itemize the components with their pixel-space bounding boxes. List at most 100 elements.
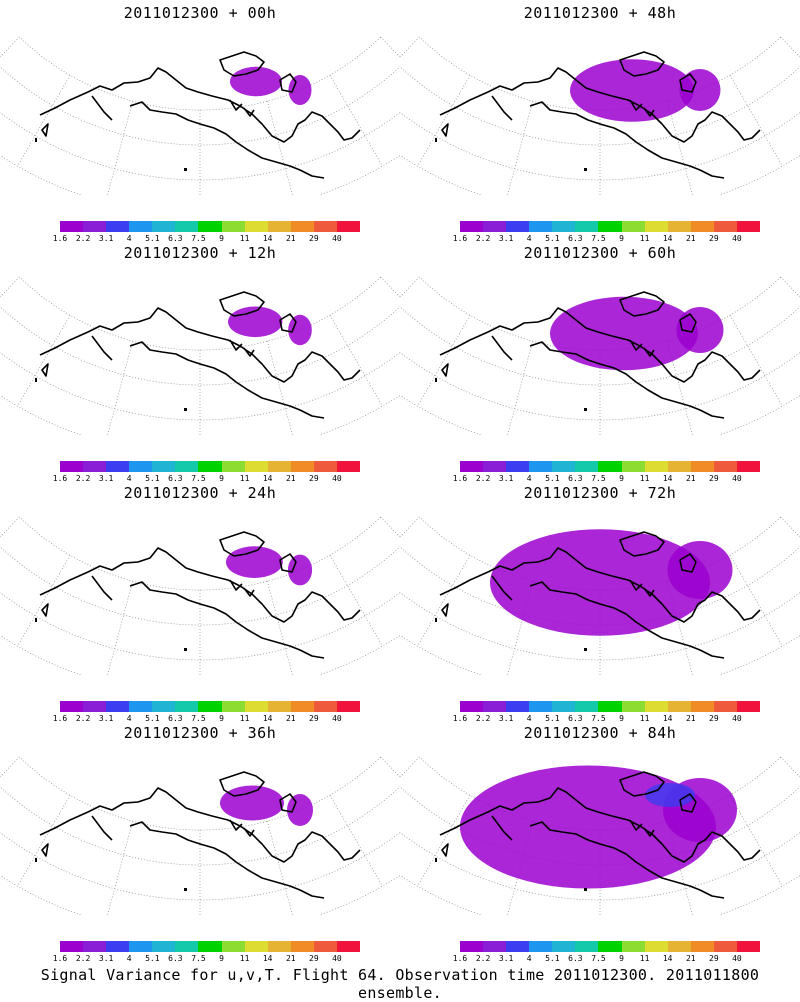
colorbar-label: 29 bbox=[709, 474, 719, 483]
latitude-gridline bbox=[0, 351, 400, 421]
colorbar-swatch bbox=[460, 941, 484, 952]
coastline bbox=[439, 531, 761, 659]
variance-region bbox=[287, 794, 313, 826]
latitude-gridline bbox=[19, 36, 381, 111]
colorbar-label: 6.3 bbox=[168, 234, 183, 243]
colorbar-swatch bbox=[552, 701, 576, 712]
longitude-gridline bbox=[329, 794, 383, 887]
colorbar-swatch bbox=[336, 221, 361, 232]
island bbox=[435, 378, 437, 382]
colorbar-label: 9 bbox=[219, 954, 224, 963]
latitude-gridline bbox=[0, 591, 400, 661]
variance-region bbox=[288, 314, 312, 346]
colorbar-swatch bbox=[713, 461, 737, 472]
longitude-gridline bbox=[329, 554, 383, 647]
colorbar-label: 6.3 bbox=[568, 474, 583, 483]
colorbar-swatch bbox=[152, 941, 176, 952]
latitude-gridline bbox=[0, 831, 400, 901]
longitude-gridline bbox=[17, 74, 71, 167]
colorbar-label: 4 bbox=[126, 714, 132, 723]
latitude-gridline bbox=[419, 276, 781, 351]
island bbox=[584, 888, 587, 891]
colorbar-label: 29 bbox=[309, 234, 319, 243]
longitude-gridline bbox=[666, 341, 693, 435]
colorbar-swatch bbox=[575, 221, 599, 232]
variance-region bbox=[288, 75, 312, 105]
colorbar-label: 2.2 bbox=[75, 714, 91, 723]
longitude-gridline bbox=[266, 101, 293, 195]
colorbar-swatch bbox=[290, 701, 314, 712]
colorbar-swatch bbox=[529, 941, 553, 952]
panel-title: 2011012300 + 60h bbox=[523, 244, 677, 262]
colorbar-label: 29 bbox=[709, 714, 719, 723]
colorbar: 1.6 2.2 3.1 4 5.1 6.3 7.5 9 11 14 21 29 40 bbox=[53, 461, 361, 485]
colorbar-swatch bbox=[244, 941, 268, 952]
colorbar-label: 6.3 bbox=[168, 714, 183, 723]
polar-map bbox=[0, 516, 400, 675]
map-panel: 2011012300 + 00h 1.6 2.2 3.1 4 5.1 6.3 7.5 9 11 14… bbox=[0, 0, 400, 243]
colorbar-swatch bbox=[290, 221, 314, 232]
colorbar-label: 6.3 bbox=[168, 954, 183, 963]
colorbar-label: 29 bbox=[309, 474, 319, 483]
colorbar-label: 9 bbox=[619, 954, 624, 963]
longitude-gridline bbox=[107, 101, 134, 195]
longitude-gridline bbox=[400, 276, 420, 298]
colorbar-label: 2.2 bbox=[475, 474, 491, 483]
colorbar: 1.6 2.2 3.1 4 5.1 6.3 7.5 9 11 14 21 29 40 bbox=[53, 221, 361, 245]
colorbar-label: 6.3 bbox=[568, 234, 583, 243]
colorbar-swatch bbox=[60, 941, 84, 952]
longitude-gridline bbox=[0, 756, 20, 778]
colorbar-swatch bbox=[221, 221, 245, 232]
island bbox=[35, 378, 37, 382]
longitude-gridline bbox=[380, 516, 400, 538]
colorbar-label: 9 bbox=[219, 474, 224, 483]
panel-title: 2011012300 + 36h bbox=[123, 724, 277, 742]
colorbar: 1.6 2.2 3.1 4 5.1 6.3 7.5 9 11 14 21 29 40 bbox=[453, 461, 761, 485]
colorbar-swatch bbox=[175, 461, 199, 472]
colorbar-swatch bbox=[621, 701, 645, 712]
colorbar: 1.6 2.2 3.1 4 5.1 6.3 7.5 9 11 14 21 29 40 bbox=[453, 221, 761, 245]
colorbar-swatch bbox=[667, 701, 691, 712]
polar-map bbox=[0, 36, 400, 195]
variance-region-high bbox=[645, 783, 695, 807]
colorbar-label: 11 bbox=[239, 714, 250, 723]
map-panel: 2011012300 + 12h 1.6 2.2 3.1 4 5.1 6.3 7.5 9 11 14… bbox=[0, 240, 400, 483]
colorbar-label: 3.1 bbox=[498, 234, 514, 243]
coastline bbox=[439, 51, 761, 179]
colorbar-label: 9 bbox=[219, 234, 224, 243]
variance-region bbox=[676, 307, 724, 353]
colorbar-swatch bbox=[598, 941, 622, 952]
latitude-gridline bbox=[19, 516, 381, 591]
longitude-gridline bbox=[417, 554, 471, 647]
colorbar-label: 9 bbox=[219, 714, 224, 723]
longitude-gridline bbox=[417, 794, 471, 887]
latitude-gridline bbox=[400, 351, 800, 421]
colorbar-swatch bbox=[529, 461, 553, 472]
colorbar-label: 7.5 bbox=[591, 954, 606, 963]
longitude-gridline bbox=[780, 36, 800, 58]
colorbar-label: 40 bbox=[332, 234, 342, 243]
longitude-gridline bbox=[507, 581, 534, 675]
colorbar-swatch bbox=[644, 221, 668, 232]
colorbar-swatch bbox=[552, 461, 576, 472]
colorbar-label: 2.2 bbox=[75, 234, 91, 243]
colorbar-label: 21 bbox=[685, 954, 696, 963]
colorbar-label: 5.1 bbox=[545, 474, 560, 483]
colorbar-label: 7.5 bbox=[591, 234, 606, 243]
colorbar-swatch bbox=[221, 461, 245, 472]
colorbar-swatch bbox=[60, 461, 84, 472]
colorbar-swatch bbox=[129, 461, 153, 472]
colorbar-swatch bbox=[552, 221, 576, 232]
longitude-gridline bbox=[17, 554, 71, 647]
colorbar-swatch bbox=[267, 461, 291, 472]
island bbox=[584, 408, 587, 411]
colorbar-swatch bbox=[267, 941, 291, 952]
colorbar-swatch bbox=[460, 221, 484, 232]
colorbar-swatch bbox=[621, 941, 645, 952]
longitude-gridline bbox=[666, 101, 693, 195]
colorbar-swatch bbox=[221, 941, 245, 952]
longitude-gridline bbox=[729, 554, 783, 647]
variance-region bbox=[220, 785, 284, 821]
island bbox=[184, 408, 187, 411]
colorbar-swatch bbox=[575, 941, 599, 952]
